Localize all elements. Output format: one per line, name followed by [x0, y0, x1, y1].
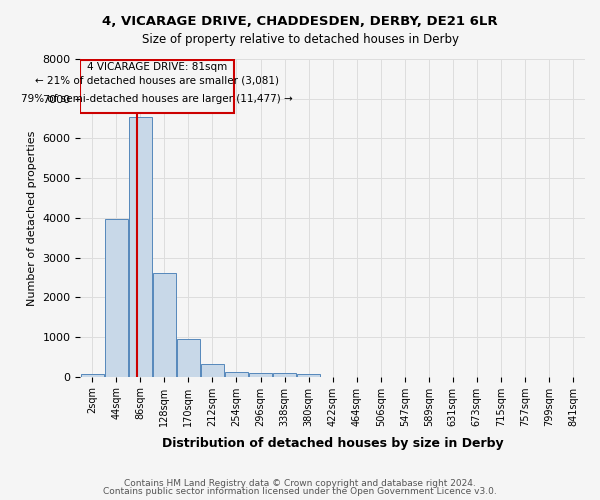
Bar: [225, 372, 248, 376]
Bar: [153, 272, 176, 376]
Bar: [177, 338, 200, 376]
Text: ← 21% of detached houses are smaller (3,081): ← 21% of detached houses are smaller (3,…: [35, 76, 279, 86]
Bar: [129, 116, 152, 376]
Text: Size of property relative to detached houses in Derby: Size of property relative to detached ho…: [142, 32, 458, 46]
Text: 79% of semi-detached houses are larger (11,477) →: 79% of semi-detached houses are larger (…: [21, 94, 293, 104]
Text: Contains HM Land Registry data © Crown copyright and database right 2024.: Contains HM Land Registry data © Crown c…: [124, 478, 476, 488]
Bar: [105, 218, 128, 376]
Bar: [81, 374, 104, 376]
X-axis label: Distribution of detached houses by size in Derby: Distribution of detached houses by size …: [162, 437, 503, 450]
Text: 4 VICARAGE DRIVE: 81sqm: 4 VICARAGE DRIVE: 81sqm: [87, 62, 227, 72]
Bar: [297, 374, 320, 376]
Bar: [273, 374, 296, 376]
Bar: [249, 372, 272, 376]
FancyBboxPatch shape: [80, 60, 233, 112]
Text: 4, VICARAGE DRIVE, CHADDESDEN, DERBY, DE21 6LR: 4, VICARAGE DRIVE, CHADDESDEN, DERBY, DE…: [102, 15, 498, 28]
Y-axis label: Number of detached properties: Number of detached properties: [27, 130, 37, 306]
Text: Contains public sector information licensed under the Open Government Licence v3: Contains public sector information licen…: [103, 487, 497, 496]
Bar: [201, 364, 224, 376]
